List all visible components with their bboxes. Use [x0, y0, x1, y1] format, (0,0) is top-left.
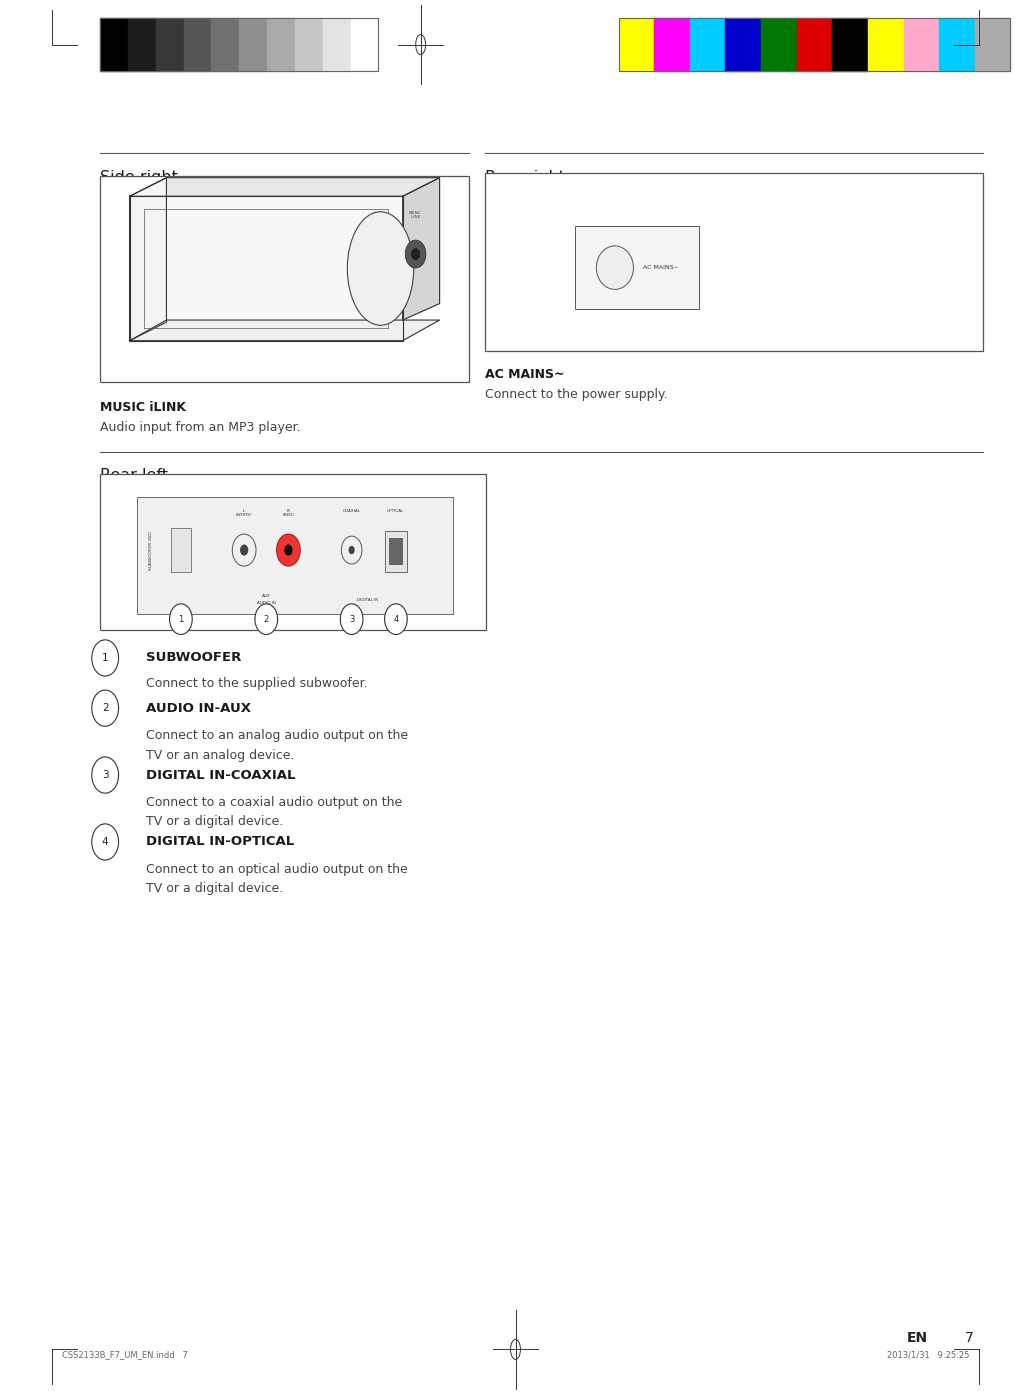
Bar — [690, 18, 726, 71]
Ellipse shape — [347, 212, 413, 325]
Text: SUBWOOFER (8Ω): SUBWOOFER (8Ω) — [149, 531, 154, 570]
Text: COAXIAL: COAXIAL — [342, 509, 361, 513]
Text: Connect to an optical audio output on the: Connect to an optical audio output on th… — [146, 863, 408, 875]
Circle shape — [385, 604, 407, 634]
Text: 4: 4 — [102, 836, 108, 848]
Circle shape — [411, 248, 420, 259]
Text: DIGITAL IN: DIGITAL IN — [357, 598, 378, 602]
Text: OPTICAL: OPTICAL — [388, 509, 404, 513]
Bar — [655, 18, 690, 71]
Circle shape — [92, 757, 119, 793]
Text: Connect to the supplied subwoofer.: Connect to the supplied subwoofer. — [146, 677, 368, 690]
Bar — [485, 173, 983, 351]
Bar — [761, 18, 797, 71]
Bar — [156, 18, 184, 71]
Circle shape — [92, 824, 119, 860]
Bar — [939, 18, 974, 71]
Polygon shape — [130, 177, 439, 197]
Text: Connect to the power supply.: Connect to the power supply. — [485, 388, 667, 400]
Bar — [351, 18, 378, 71]
Text: 1: 1 — [102, 652, 108, 664]
Bar — [323, 18, 351, 71]
Circle shape — [341, 537, 362, 565]
Bar — [137, 498, 453, 615]
Bar — [903, 18, 939, 71]
Bar — [170, 528, 191, 573]
Bar — [295, 18, 323, 71]
Text: AC MAINS~: AC MAINS~ — [485, 368, 564, 381]
Bar — [974, 18, 1010, 71]
Text: L
(WHITE): L (WHITE) — [236, 509, 253, 517]
Text: DIGITAL IN-OPTICAL: DIGITAL IN-OPTICAL — [146, 835, 295, 849]
Text: DIGITAL IN-COAXIAL: DIGITAL IN-COAXIAL — [146, 768, 296, 782]
Text: SUBWOOFER: SUBWOOFER — [146, 651, 242, 665]
Text: Rear right: Rear right — [485, 170, 565, 185]
Text: TV or an analog device.: TV or an analog device. — [146, 749, 295, 761]
Text: MUSIC
iLINK: MUSIC iLINK — [409, 212, 422, 219]
Bar — [100, 176, 469, 382]
Text: Connect to a coaxial audio output on the: Connect to a coaxial audio output on the — [146, 796, 403, 809]
Circle shape — [92, 690, 119, 726]
Text: EN: EN — [907, 1331, 928, 1345]
Text: Connect to an analog audio output on the: Connect to an analog audio output on the — [146, 729, 408, 742]
Text: AUX: AUX — [262, 594, 271, 598]
Bar — [726, 18, 761, 71]
Text: 7: 7 — [965, 1331, 973, 1345]
Text: 3: 3 — [348, 615, 355, 623]
Bar — [267, 18, 295, 71]
Bar — [619, 18, 655, 71]
Bar — [619, 18, 1010, 71]
Circle shape — [240, 545, 248, 556]
Ellipse shape — [596, 245, 633, 290]
Polygon shape — [130, 197, 403, 340]
Text: R
(RED): R (RED) — [282, 509, 294, 517]
Text: 3: 3 — [102, 769, 108, 781]
Polygon shape — [403, 177, 439, 321]
Text: Side right: Side right — [100, 170, 178, 185]
Bar — [385, 531, 407, 573]
Circle shape — [340, 604, 363, 634]
Bar — [100, 474, 486, 630]
Bar — [575, 226, 699, 309]
Text: Audio input from an MP3 player.: Audio input from an MP3 player. — [100, 421, 301, 434]
Circle shape — [348, 546, 355, 555]
Bar — [868, 18, 903, 71]
Text: 2013/1/31   9:25:25: 2013/1/31 9:25:25 — [887, 1351, 969, 1359]
Bar — [389, 538, 403, 566]
Text: CSS2133B_F7_UM_EN.indd   7: CSS2133B_F7_UM_EN.indd 7 — [62, 1351, 188, 1359]
Circle shape — [405, 240, 426, 268]
Bar — [211, 18, 239, 71]
Polygon shape — [130, 177, 166, 340]
Bar — [239, 18, 267, 71]
Bar — [100, 18, 378, 71]
Circle shape — [276, 534, 300, 566]
Text: TV or a digital device.: TV or a digital device. — [146, 815, 284, 828]
Bar — [184, 18, 211, 71]
Circle shape — [232, 534, 256, 566]
Text: MUSIC iLINK: MUSIC iLINK — [100, 401, 186, 414]
Bar — [128, 18, 156, 71]
Bar — [100, 18, 128, 71]
Text: 1: 1 — [178, 615, 184, 623]
Text: AUDIO IN-AUX: AUDIO IN-AUX — [146, 701, 252, 715]
Polygon shape — [130, 321, 439, 340]
Text: 4: 4 — [393, 615, 399, 623]
Text: 2: 2 — [102, 703, 108, 714]
Circle shape — [169, 604, 192, 634]
Circle shape — [92, 640, 119, 676]
Bar — [832, 18, 868, 71]
Text: TV or a digital device.: TV or a digital device. — [146, 882, 284, 895]
Text: Rear left: Rear left — [100, 468, 168, 484]
Text: 2: 2 — [264, 615, 269, 623]
Circle shape — [255, 604, 277, 634]
Text: AUDIO IN: AUDIO IN — [257, 601, 275, 605]
Bar — [797, 18, 832, 71]
Circle shape — [285, 545, 293, 556]
Text: AC MAINS~: AC MAINS~ — [643, 265, 679, 270]
